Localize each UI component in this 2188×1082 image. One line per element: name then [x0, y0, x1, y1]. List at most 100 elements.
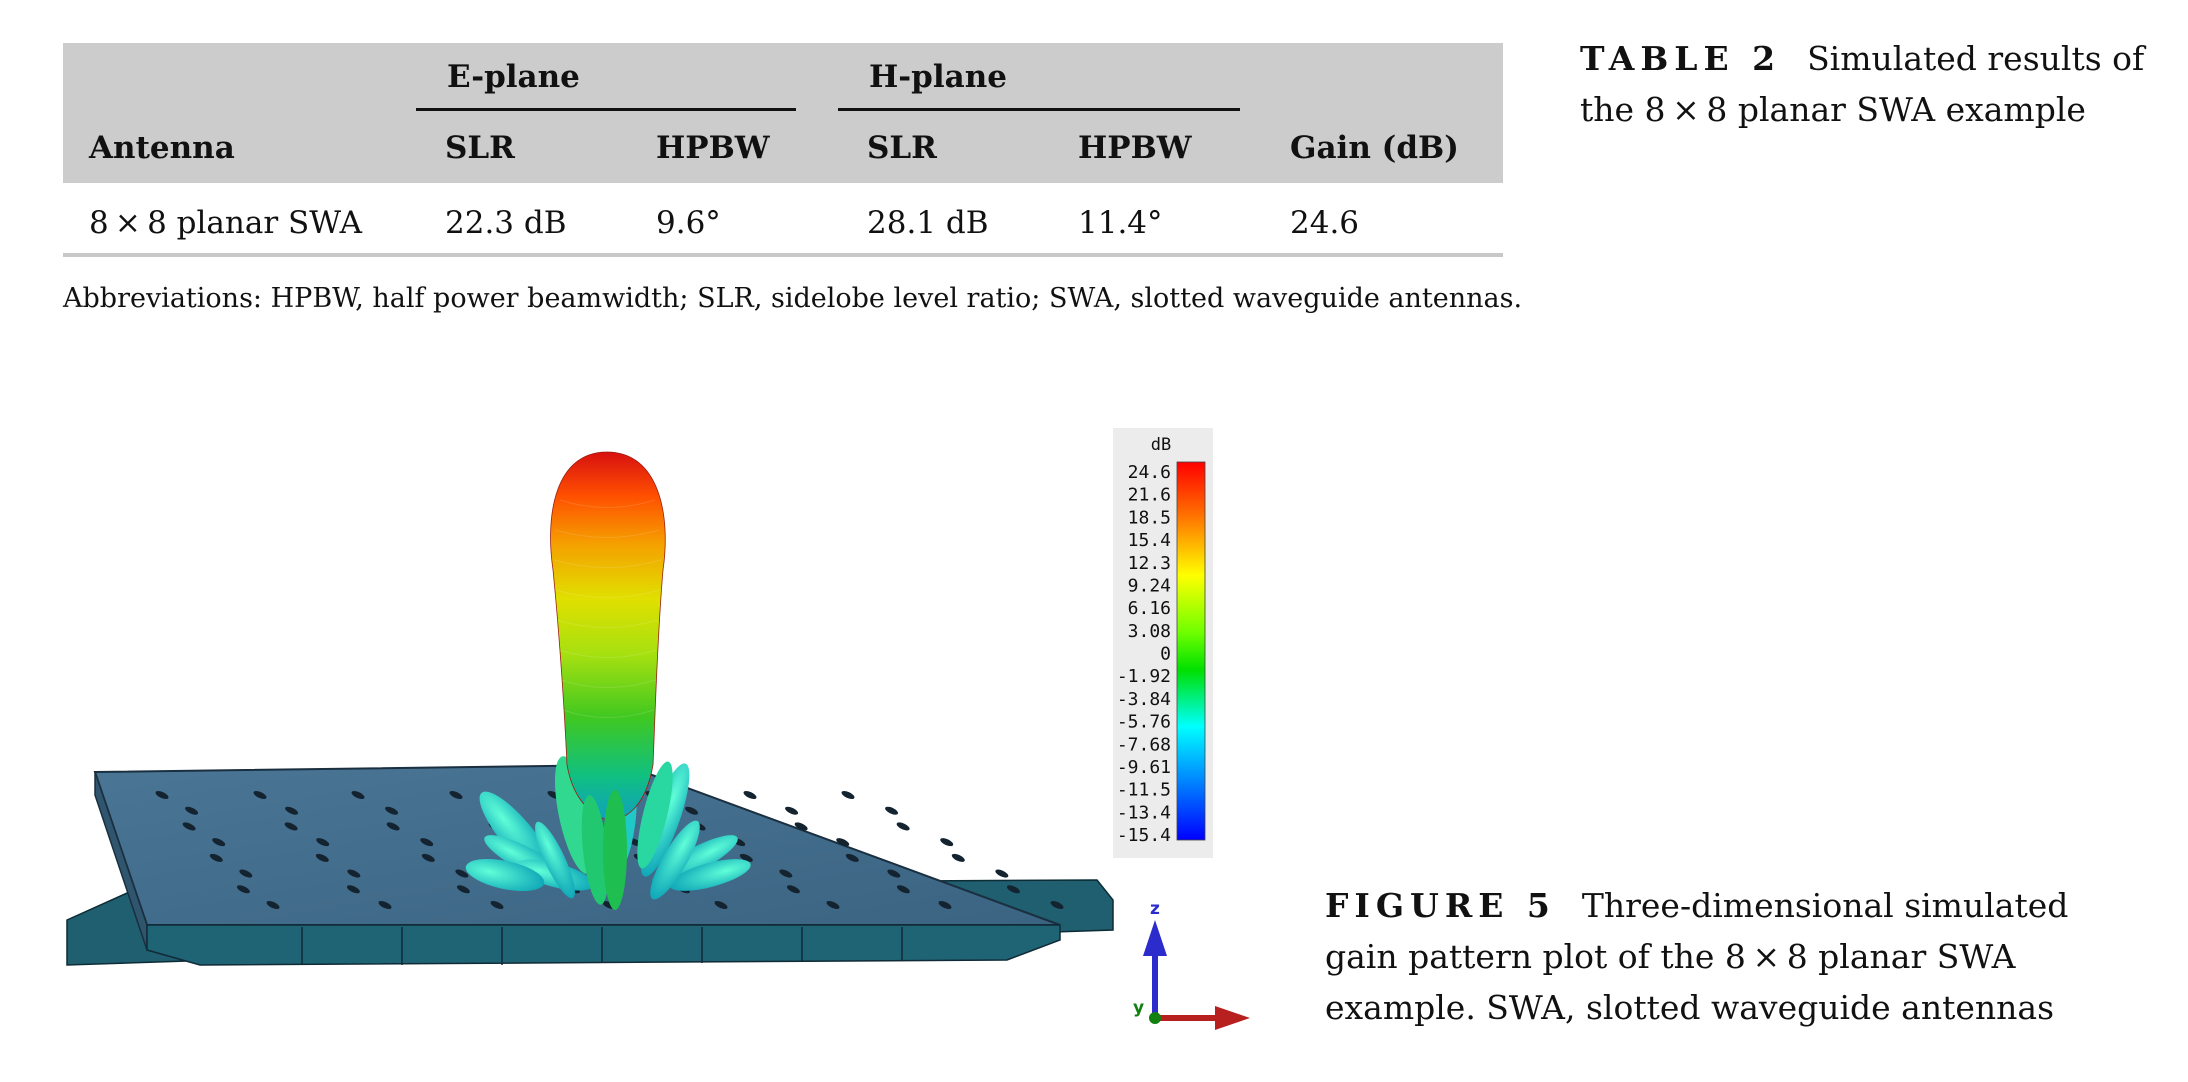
- colorbar-tick-label: -3.84: [1117, 689, 1171, 710]
- column-header-h-slr: SLR: [867, 130, 937, 166]
- radiating-slot: [239, 869, 253, 878]
- table-caption: TABLE 2 Simulated results of the 8 × 8 pl…: [1580, 33, 2170, 135]
- cell-e-hpbw: 9.6°: [656, 205, 721, 241]
- radiating-slot: [386, 822, 400, 831]
- radiating-slot: [685, 806, 699, 815]
- radiating-slot: [490, 900, 504, 910]
- radiating-slot: [826, 900, 840, 910]
- group-header-h-plane: H-plane: [869, 59, 1007, 95]
- colorbar-tick-label: -15.4: [1117, 825, 1171, 846]
- radiating-slot: [995, 869, 1009, 878]
- column-header-antenna: Antenna: [89, 130, 235, 166]
- colorbar-ticks: 24.621.618.515.412.39.246.163.080-1.92-3…: [1117, 462, 1171, 846]
- colorbar-unit: dB: [1151, 435, 1171, 455]
- radiating-slot: [316, 838, 330, 847]
- colorbar-tick-label: 3.08: [1128, 621, 1171, 642]
- radiating-slot: [385, 806, 399, 815]
- radiating-slot: [346, 885, 360, 894]
- colorbar-tick-label: -11.5: [1117, 780, 1171, 801]
- table-row: 8 × 8 planar SWA 22.3 dB 9.6° 28.1 dB 11…: [63, 183, 1503, 257]
- radiating-slot: [1050, 900, 1064, 910]
- radiating-slot: [785, 806, 799, 815]
- radiating-slot: [182, 822, 196, 831]
- colorbar-tick-label: 0: [1160, 644, 1171, 665]
- colorbar-tick-label: -9.61: [1117, 757, 1171, 778]
- column-header-gain: Gain (dB): [1290, 130, 1459, 166]
- cell-h-hpbw: 11.4°: [1078, 205, 1163, 241]
- radiating-slot: [455, 869, 469, 878]
- colorbar-tick-label: -5.76: [1117, 712, 1171, 733]
- colorbar-tick-label: -13.4: [1117, 802, 1171, 823]
- table-header: E-plane H-plane Antenna SLR HPBW SLR HPB…: [63, 43, 1503, 183]
- radiating-slot: [786, 885, 800, 894]
- radiating-slot: [896, 822, 910, 831]
- colorbar-tick-label: 24.6: [1128, 462, 1171, 483]
- column-header-e-slr: SLR: [445, 130, 515, 166]
- cell-h-slr: 28.1 dB: [867, 205, 989, 241]
- radiating-slot: [155, 790, 169, 800]
- gain-pattern-plot: dB 24.621.618.515.412.39.246.163.080-1.9…: [66, 428, 1269, 1030]
- colorbar-tick-label: -1.92: [1117, 666, 1171, 687]
- table-caption-text: Simulated results of the 8 × 8 planar SW…: [1580, 39, 2145, 129]
- axes-triad: z y x: [1133, 899, 1269, 1030]
- radiating-slot: [284, 822, 298, 831]
- column-header-e-hpbw: HPBW: [656, 130, 770, 166]
- radiating-slot: [938, 900, 952, 910]
- colorbar-tick-label: 12.3: [1128, 553, 1171, 574]
- colorbar-tick-label: -7.68: [1117, 734, 1171, 755]
- front-lobes: [465, 790, 700, 910]
- radiating-slot: [209, 853, 223, 862]
- colorbar-tick-label: 6.16: [1128, 598, 1171, 619]
- radiating-slot: [1006, 885, 1020, 894]
- radiating-slot: [212, 838, 226, 847]
- group-header-e-plane: E-plane: [447, 59, 580, 95]
- radiating-slot: [845, 853, 859, 862]
- radiating-slot: [420, 838, 434, 847]
- radiating-slot: [266, 900, 280, 910]
- h-plane-rule: [838, 108, 1240, 111]
- radiating-slot: [253, 790, 267, 800]
- colorbar-gradient: [1176, 461, 1206, 841]
- column-header-h-hpbw: HPBW: [1078, 130, 1192, 166]
- colorbar-tick-label: 15.4: [1128, 530, 1171, 551]
- gain-pattern-figure: dB 24.6 21.6 18.5 15.4 12.3 9.24 6.16 3.08 0 -1.9…: [55, 420, 1269, 1044]
- figure-caption: FIGURE 5 Three-dimensional simulated gain…: [1325, 880, 2145, 1033]
- radiating-slot: [743, 790, 757, 800]
- radiating-slot: [449, 790, 463, 800]
- radiating-slot: [315, 853, 329, 862]
- radiating-slot: [951, 853, 965, 862]
- radiating-slot: [185, 806, 199, 815]
- cell-gain: 24.6: [1290, 205, 1360, 241]
- table-footnote: Abbreviations: HPBW, half power beamwidt…: [63, 283, 1523, 314]
- colorbar-tick-label: 21.6: [1128, 485, 1171, 506]
- radiating-slot: [940, 838, 954, 847]
- e-plane-rule: [416, 108, 796, 111]
- colorbar: dB 24.621.618.515.412.39.246.163.080-1.9…: [1113, 428, 1213, 858]
- radiating-slot: [779, 869, 793, 878]
- radiating-slot: [285, 806, 299, 815]
- waveguide-dividers: [301, 927, 903, 965]
- colorbar-tick-label: 9.24: [1128, 575, 1171, 596]
- radiating-slot: [351, 790, 365, 800]
- radiating-slot: [456, 885, 470, 894]
- radiating-slot: [841, 790, 855, 800]
- radiating-slot: [896, 885, 910, 894]
- radiating-slot: [421, 853, 435, 862]
- radiating-slot: [885, 806, 899, 815]
- table-label: TABLE 2: [1580, 39, 1782, 78]
- radiating-slot: [836, 838, 850, 847]
- cell-antenna: 8 × 8 planar SWA: [89, 205, 362, 241]
- figure-caption-text: Three-dimensional simulated gain pattern…: [1325, 886, 2069, 1027]
- figure-label: FIGURE 5: [1325, 886, 1556, 925]
- radiating-slot: [236, 885, 250, 894]
- axis-label-z: z: [1150, 899, 1160, 919]
- axis-label-y: y: [1133, 998, 1144, 1018]
- radiating-slot: [794, 822, 808, 831]
- radiating-slot: [739, 853, 753, 862]
- radiating-slot: [714, 900, 728, 910]
- colorbar-tick-label: 18.5: [1128, 507, 1171, 528]
- cell-e-slr: 22.3 dB: [445, 205, 567, 241]
- radiating-slot: [347, 869, 361, 878]
- results-table: E-plane H-plane Antenna SLR HPBW SLR HPB…: [63, 43, 1503, 257]
- radiating-slot: [378, 900, 392, 910]
